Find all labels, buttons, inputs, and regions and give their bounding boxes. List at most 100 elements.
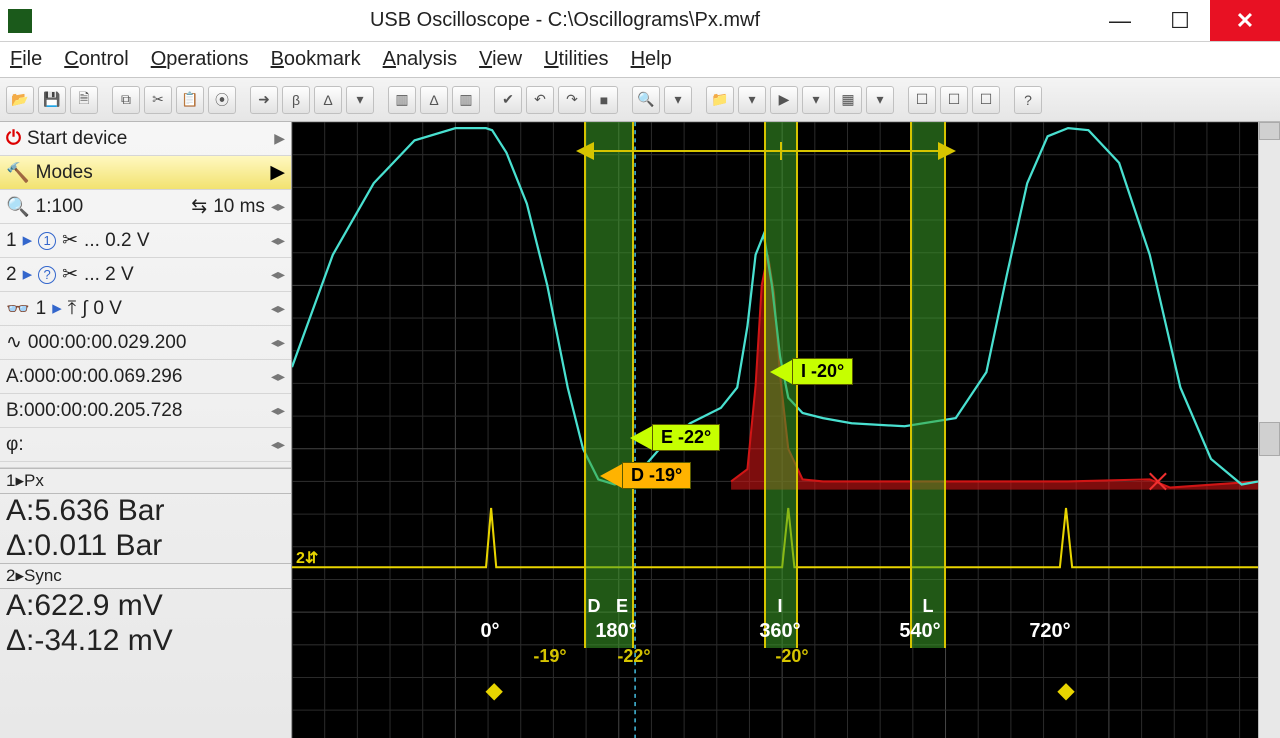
scroll-up[interactable] <box>1259 122 1280 140</box>
menu-utilities[interactable]: Utilities <box>544 48 608 71</box>
measure1-header[interactable]: 1▸Px <box>0 468 291 494</box>
probe-icon: ▸ <box>23 229 33 252</box>
measure2-header[interactable]: 2▸Sync <box>0 563 291 589</box>
window-title: USB Oscilloscope - C:\Oscillograms\Px.mw… <box>40 9 1090 32</box>
axis-sublabel: -20° <box>775 646 808 667</box>
glasses-icon: 👓 <box>6 297 30 321</box>
window-buttons: — ☐ ✕ <box>1090 0 1280 41</box>
highlight-band <box>910 122 946 648</box>
highlight-band <box>764 122 798 648</box>
stepper-icon[interactable]: ◂▸ <box>271 402 285 419</box>
toolbar-redo[interactable]: ↷ <box>558 86 586 114</box>
toolbar-grid[interactable]: ▦ <box>834 86 862 114</box>
scissors-icon: ✂ <box>62 229 78 252</box>
scope-canvas[interactable]: 0°180°360°540°720°-19°-22°-20°DEILI -20°… <box>292 122 1258 738</box>
toolbar-copy[interactable]: ⧉ <box>112 86 140 114</box>
cursor-a-row[interactable]: A:000:00:00.069.296 ◂▸ <box>0 360 291 394</box>
toolbar-arrow-r[interactable]: ➜ <box>250 86 278 114</box>
channel1-row[interactable]: 1 ▸ 1 ✂ ... 0.2 V ◂▸ <box>0 224 291 258</box>
toolbar-check[interactable]: ✔ <box>494 86 522 114</box>
toolbar-panel[interactable]: ▥ <box>388 86 416 114</box>
menu-view[interactable]: View <box>479 48 522 71</box>
phi-row[interactable]: φ: ◂▸ <box>0 428 291 462</box>
channel2-row[interactable]: 2 ▸ ? ✂ ... 2 V ◂▸ <box>0 258 291 292</box>
main-area: ⏻ Start device ▶ 🔨 Modes ▶ 🔍 1:100 ⇆ 10 … <box>0 122 1280 738</box>
start-device-label: Start device <box>27 128 127 150</box>
menu-file[interactable]: File <box>10 48 42 71</box>
edge-icon: ⤒ <box>68 298 76 320</box>
probe-icon: ▸ <box>52 297 62 320</box>
toolbar-help[interactable]: ? <box>1014 86 1042 114</box>
zoom-timebase-row[interactable]: 🔍 1:100 ⇆ 10 ms ◂▸ <box>0 190 291 224</box>
sine-icon: ∫ <box>82 298 87 320</box>
axis-sublabel: -19° <box>533 646 566 667</box>
toolbar-dd4[interactable]: ▾ <box>866 86 894 114</box>
measure2-a: A:622.9 mV <box>0 589 291 624</box>
toolbar-dd3[interactable]: ▾ <box>802 86 830 114</box>
cursor-b-row[interactable]: B:000:00:00.205.728 ◂▸ <box>0 394 291 428</box>
modes-row[interactable]: 🔨 Modes ▶ <box>0 156 291 190</box>
toolbar-cut[interactable]: ✂ <box>144 86 172 114</box>
measure2-delta: Δ:-34.12 mV <box>0 624 291 659</box>
toolbar-paste[interactable]: 📋 <box>176 86 204 114</box>
toolbar-delta[interactable]: Δ <box>314 86 342 114</box>
stepper-icon[interactable]: ◂▸ <box>271 334 285 351</box>
ch2-zero-marker: 2⇵ <box>296 548 318 568</box>
ch2-badge: ? <box>38 266 56 284</box>
scroll-thumb[interactable] <box>1259 422 1280 456</box>
toolbar-dd[interactable]: ▾ <box>346 86 374 114</box>
wave-icon: ∿ <box>6 331 22 354</box>
stepper-icon[interactable]: ◂▸ <box>271 368 285 385</box>
ch1-badge: 1 <box>38 232 56 250</box>
toolbar-open[interactable]: 📂 <box>6 86 34 114</box>
power-icon: ⏻ <box>6 128 21 150</box>
close-button[interactable]: ✕ <box>1210 0 1280 41</box>
stepper-icon[interactable]: ◂▸ <box>271 436 285 453</box>
toolbar-p1[interactable]: ☐ <box>908 86 936 114</box>
toolbar-save[interactable]: 💾 <box>38 86 66 114</box>
menu-control[interactable]: Control <box>64 48 128 71</box>
trigger-row[interactable]: 👓 1 ▸ ⤒ ∫ 0 V ◂▸ <box>0 292 291 326</box>
vertical-scrollbar[interactable] <box>1258 122 1280 738</box>
modes-label: Modes <box>36 162 93 184</box>
side-panel: ⏻ Start device ▶ 🔨 Modes ▶ 🔍 1:100 ⇆ 10 … <box>0 122 292 738</box>
toolbar-zoom-dd[interactable]: ▾ <box>664 86 692 114</box>
toolbar-p3[interactable]: ☐ <box>972 86 1000 114</box>
toolbar-zoom[interactable]: 🔍 <box>632 86 660 114</box>
toolbar-delta2[interactable]: Δ <box>420 86 448 114</box>
toolbar-stop[interactable]: ■ <box>590 86 618 114</box>
toolbar-marker[interactable]: ⦿ <box>208 86 236 114</box>
channel2-idx: 2 <box>6 264 17 286</box>
scope-wrap: 0°180°360°540°720°-19°-22°-20°DEILI -20°… <box>292 122 1280 738</box>
sync-time: 000:00:00.029.200 <box>28 332 187 354</box>
trig-idx: 1 <box>36 298 47 320</box>
trigger-value: 0 V <box>93 298 122 320</box>
toolbar-p2[interactable]: ☐ <box>940 86 968 114</box>
maximize-button[interactable]: ☐ <box>1150 0 1210 41</box>
annotation-E22: E -22° <box>630 424 720 451</box>
titlebar: USB Oscilloscope - C:\Oscillograms\Px.mw… <box>0 0 1280 42</box>
toolbar-panel2[interactable]: ▥ <box>452 86 480 114</box>
ruler-mid-tick <box>780 142 782 160</box>
stepper-icon[interactable]: ◂▸ <box>271 300 285 317</box>
toolbar-undo[interactable]: ↶ <box>526 86 554 114</box>
stepper-icon[interactable]: ◂▸ <box>271 232 285 249</box>
toolbar-play[interactable]: ▶ <box>770 86 798 114</box>
menu-bookmark[interactable]: Bookmark <box>271 48 361 71</box>
chevron-right-icon: ▶ <box>270 161 285 184</box>
channel2-settings: ... 2 V <box>84 264 134 286</box>
stepper-icon[interactable]: ◂▸ <box>271 198 285 215</box>
menu-analysis[interactable]: Analysis <box>383 48 457 71</box>
toolbar-folder[interactable]: 📁 <box>706 86 734 114</box>
minimize-button[interactable]: — <box>1090 0 1150 41</box>
menu-help[interactable]: Help <box>631 48 672 71</box>
axis-tick-0: 0° <box>480 620 499 643</box>
toolbar-bt[interactable]: β <box>282 86 310 114</box>
start-device-row[interactable]: ⏻ Start device ▶ <box>0 122 291 156</box>
sync-time-row[interactable]: ∿ 000:00:00.029.200 ◂▸ <box>0 326 291 360</box>
menu-operations[interactable]: Operations <box>151 48 249 71</box>
channel1-settings: ... 0.2 V <box>84 230 149 252</box>
stepper-icon[interactable]: ◂▸ <box>271 266 285 283</box>
toolbar-save-as[interactable]: 🗎 <box>70 86 98 114</box>
toolbar-dd2[interactable]: ▾ <box>738 86 766 114</box>
